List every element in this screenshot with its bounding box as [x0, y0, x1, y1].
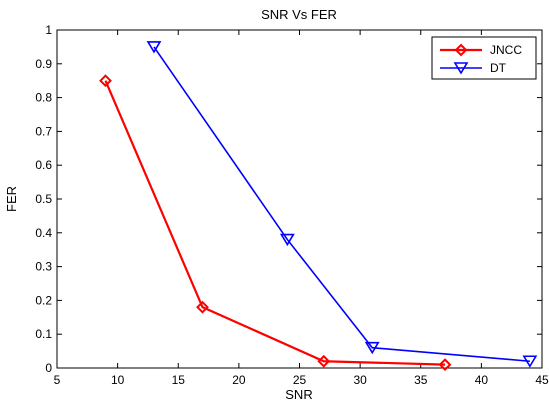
x-tick-label: 15	[172, 373, 186, 387]
plot-area	[56, 29, 543, 369]
x-axis-title: SNR	[285, 387, 312, 402]
data-point-jncc	[438, 358, 452, 372]
chart-title: SNR Vs FER	[261, 7, 337, 22]
y-tick-label: 0.5	[35, 192, 52, 206]
x-tick-label: 10	[111, 373, 125, 387]
data-point-dt	[279, 233, 295, 247]
x-tick-label: 30	[353, 373, 367, 387]
data-point-dt	[522, 355, 538, 368]
x-tick-label: 35	[414, 373, 428, 387]
y-axis-title: FER	[4, 186, 19, 212]
x-tick-label: 5	[54, 373, 61, 387]
series-line-dt	[153, 46, 530, 363]
y-axis-ticks: 0 0.1 0.2 0.3 0.4 0.5 0.6 0.7 0.8 0.9 1	[35, 23, 542, 375]
legend-label-jncc: JNCC	[490, 43, 522, 57]
x-axis-ticks: 5 10 15 20 25 30 35 40 45	[54, 30, 549, 387]
y-tick-label: 0.9	[35, 57, 52, 71]
series-line-jncc	[104, 80, 446, 366]
x-tick-label: 40	[475, 373, 489, 387]
data-point-jncc	[317, 354, 331, 368]
y-tick-label: 0.6	[35, 158, 52, 172]
series-dt	[146, 41, 538, 368]
y-tick-label: 1	[45, 23, 52, 37]
y-tick-label: 0.1	[35, 327, 52, 341]
legend-marker-jncc	[454, 43, 468, 57]
x-tick-label: 45	[535, 373, 549, 387]
y-tick-label: 0.8	[35, 91, 52, 105]
x-tick-label: 25	[293, 373, 307, 387]
data-point-jncc	[99, 74, 112, 88]
y-tick-label: 0.2	[35, 293, 52, 307]
y-tick-label: 0.7	[35, 124, 52, 138]
legend-label-dt: DT	[490, 61, 507, 75]
data-point-dt	[146, 41, 162, 54]
x-tick-label: 20	[232, 373, 246, 387]
legend-box	[431, 36, 537, 80]
series-layer	[99, 41, 538, 372]
legend-marker-dt	[453, 62, 469, 75]
legend: JNCC DT	[431, 36, 537, 80]
data-point-dt	[364, 341, 380, 355]
series-jncc	[99, 74, 452, 372]
data-point-jncc	[196, 300, 209, 314]
y-tick-label: 0.4	[35, 226, 52, 240]
y-tick-label: 0.3	[35, 260, 52, 274]
y-tick-label: 0	[45, 361, 52, 375]
